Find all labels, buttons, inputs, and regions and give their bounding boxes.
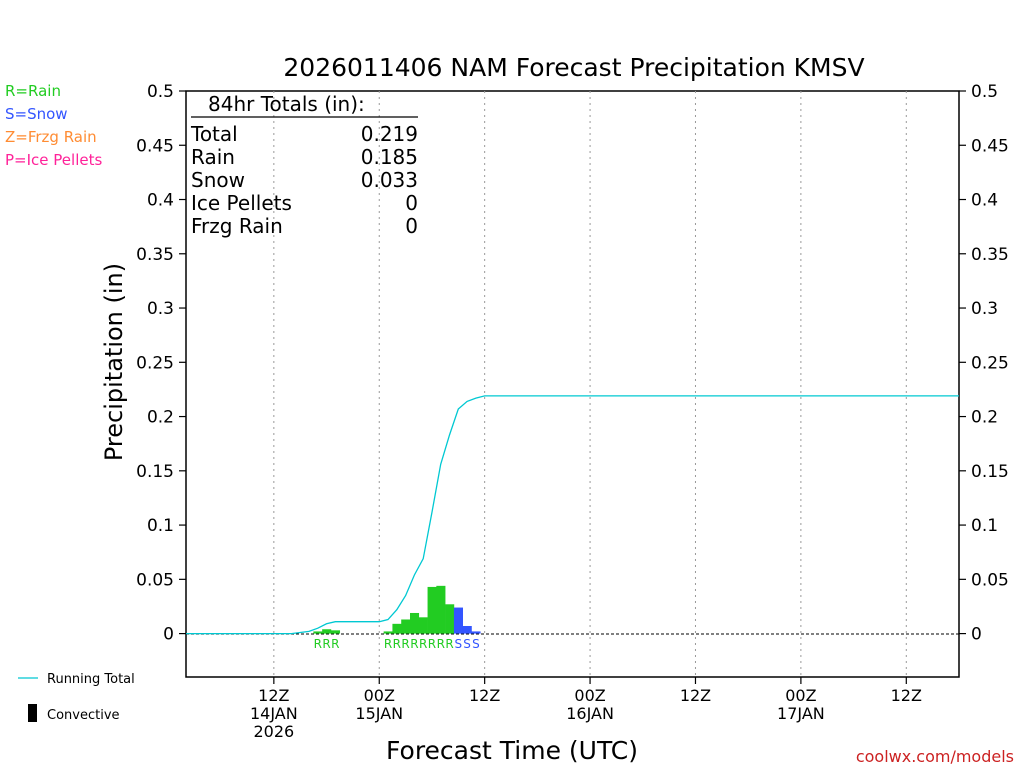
precip-bar-9 (436, 585, 446, 634)
totals-row-label: Frzg Rain (191, 214, 283, 238)
precip-bars (313, 585, 481, 634)
y-tick-label-left: 0.25 (136, 353, 174, 373)
y-tick-label-right: 0.45 (971, 136, 1009, 156)
y-tick-label-left: 0.45 (136, 136, 174, 156)
y-tick-label-left: 0.5 (147, 82, 174, 102)
bar-type-letter: R (437, 637, 445, 651)
y-tick-label-right: 0.25 (971, 353, 1009, 373)
bar-type-letter: R (401, 637, 409, 651)
bar-type-letter: R (410, 637, 418, 651)
legend-convective-swatch (28, 704, 37, 722)
y-axis-left: 0.5 0.45 0.4 0.35 0.3 0.25 0.2 0.15 0.1 0.05 0 (136, 82, 186, 645)
y-tick-label-right: 0.2 (971, 408, 998, 428)
precip-bar-4 (392, 623, 402, 634)
totals-row-value: 0.033 (361, 168, 418, 192)
x-tick-label: 12Z (891, 686, 922, 705)
precip-bar-5 (401, 619, 411, 634)
y-tick-label-left: 0.35 (136, 245, 174, 265)
x-tick-label: 12Z (258, 686, 289, 705)
bar-type-letter: S (463, 637, 471, 651)
x-tick-label: 00Z (364, 686, 395, 705)
precip-bar-8 (427, 586, 437, 634)
series-legend: Running Total Convective (18, 672, 135, 723)
totals-row-label: Snow (191, 168, 245, 192)
precip-bar-7 (418, 617, 428, 634)
running-total-line (186, 395, 959, 635)
bar-type-letter: S (472, 637, 480, 651)
x-tick-label: 00Z (785, 686, 816, 705)
bar-type-letter: R (331, 637, 339, 651)
totals-row-value: 0 (405, 214, 418, 238)
x-tick-label: 00Z (574, 686, 605, 705)
precip-bar-3 (383, 631, 393, 634)
y-tick-label-left: 0.4 (147, 191, 174, 211)
totals-header: 84hr Totals (in): (208, 92, 365, 116)
legend-convective-label: Convective (47, 708, 120, 723)
y-tick-label-left: 0.3 (147, 299, 174, 319)
totals-row-label: Total (190, 122, 238, 146)
precip-bar-2 (330, 630, 341, 634)
precip-bar-10 (445, 604, 455, 634)
totals-row-value: 0 (405, 191, 418, 215)
bar-type-letter: S (454, 637, 462, 651)
y-tick-label-right: 0.4 (971, 191, 998, 211)
x-tick-label: 2026 (253, 722, 294, 741)
precip-bar-0 (313, 631, 323, 634)
y-tick-label-left: 0 (163, 625, 174, 645)
bar-type-letter: R (393, 637, 401, 651)
y-tick-label-right: 0.35 (971, 245, 1009, 265)
bar-type-letter: R (384, 637, 392, 651)
bar-type-letter: R (445, 637, 453, 651)
legend-type-entry: Z=Frzg Rain (5, 128, 97, 146)
totals-row-label: Ice Pellets (191, 191, 292, 215)
totals-row-value: 0.185 (361, 145, 418, 169)
y-tick-label-left: 0.1 (147, 516, 174, 536)
source-credit: coolwx.com/models (856, 747, 1014, 766)
x-tick-label: 12Z (680, 686, 711, 705)
precip-bar-11 (453, 607, 463, 634)
bar-type-letter: R (322, 637, 330, 651)
legend-running-total-label: Running Total (47, 672, 135, 687)
chart-title: 2026011406 NAM Forecast Precipitation KM… (283, 53, 864, 82)
totals-box: 84hr Totals (in): Total 0.219 Rain 0.185 Snow… (190, 92, 418, 238)
precip-bar-12 (462, 625, 472, 634)
bar-type-letter: R (428, 637, 436, 651)
grid-lines (273, 91, 907, 677)
x-tick-label: 12Z (469, 686, 500, 705)
y-axis-right: 0.5 0.45 0.4 0.35 0.3 0.25 0.2 0.15 0.1 0.05 0 (959, 82, 1009, 645)
x-tick-label: 17JAN (777, 704, 825, 723)
x-tick-label: 14JAN (250, 704, 298, 723)
precip-type-legend: R=Rain S=Snow Z=Frzg Rain P=Ice Pellets (5, 82, 102, 169)
y-tick-label-right: 0.1 (971, 516, 998, 536)
x-tick-label: 16JAN (566, 704, 614, 723)
y-tick-label-left: 0.15 (136, 462, 174, 482)
y-tick-label-right: 0 (971, 625, 982, 645)
precip-bar-6 (409, 612, 420, 634)
y-tick-label-left: 0.2 (147, 408, 174, 428)
y-tick-label-right: 0.3 (971, 299, 998, 319)
y-tick-label-right: 0.15 (971, 462, 1009, 482)
y-axis-label: Precipitation (in) (100, 263, 128, 461)
bar-type-letter: R (419, 637, 427, 651)
bar-type-letter: R (314, 637, 322, 651)
totals-row-value: 0.219 (361, 122, 418, 146)
x-tick-label: 15JAN (355, 704, 403, 723)
y-tick-label-right: 0.5 (971, 82, 998, 102)
plot-frame (185, 90, 960, 678)
legend-type-entry: R=Rain (5, 82, 61, 100)
precip-bar-1 (322, 629, 332, 634)
y-tick-label-left: 0.05 (136, 570, 174, 590)
x-axis-label: Forecast Time (UTC) (386, 736, 638, 765)
legend-type-entry: P=Ice Pellets (5, 151, 102, 169)
y-tick-label-right: 0.05 (971, 570, 1009, 590)
precip-bar-13 (471, 631, 481, 634)
legend-type-entry: S=Snow (5, 105, 68, 123)
totals-row-label: Rain (191, 145, 235, 169)
